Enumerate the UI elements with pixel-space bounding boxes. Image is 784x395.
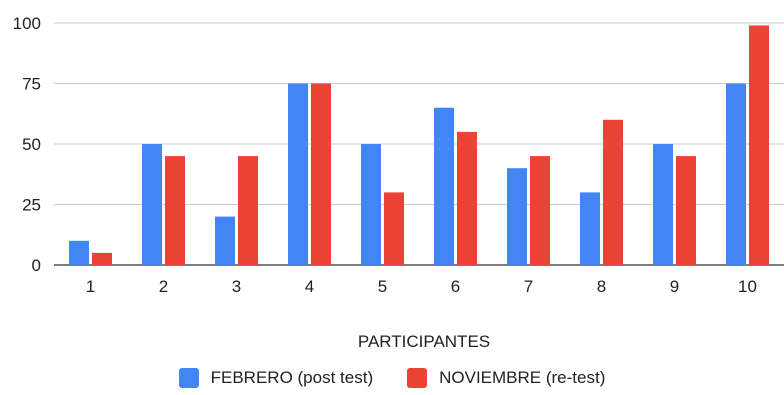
bar-noviembre bbox=[530, 156, 550, 265]
bar-febrero bbox=[653, 144, 673, 265]
x-tick-label: 5 bbox=[378, 277, 387, 296]
x-tick-label: 10 bbox=[738, 277, 757, 296]
x-tick-label: 8 bbox=[597, 277, 606, 296]
bar-noviembre bbox=[603, 119, 623, 265]
bar-febrero bbox=[580, 192, 600, 265]
legend-item-febrero: FEBRERO (post test) bbox=[178, 368, 374, 388]
bar-febrero bbox=[288, 83, 308, 265]
y-axis-ticks: 0 25 50 75 100 bbox=[13, 14, 41, 275]
legend-label-febrero: FEBRERO (post test) bbox=[210, 368, 374, 387]
legend-swatch-febrero bbox=[178, 368, 199, 388]
x-axis-title: PARTICIPANTES bbox=[358, 332, 490, 351]
bar-noviembre bbox=[311, 83, 331, 265]
y-tick-label: 50 bbox=[22, 135, 41, 154]
x-tick-label: 2 bbox=[159, 277, 168, 296]
legend-label-noviembre: NOVIEMBRE (re-test) bbox=[439, 368, 606, 387]
bar-febrero bbox=[434, 107, 454, 265]
x-tick-label: 9 bbox=[670, 277, 679, 296]
gridlines bbox=[54, 22, 784, 266]
bar-noviembre bbox=[92, 252, 112, 265]
y-tick-label: 25 bbox=[22, 196, 41, 215]
legend-item-noviembre: NOVIEMBRE (re-test) bbox=[407, 368, 605, 388]
x-tick-label: 4 bbox=[305, 277, 314, 296]
x-axis-ticks: 1 2 3 4 5 6 7 8 9 10 bbox=[86, 277, 757, 296]
y-tick-label: 75 bbox=[22, 75, 41, 94]
bar-febrero bbox=[507, 168, 527, 265]
y-tick-label: 100 bbox=[13, 14, 41, 33]
bar-noviembre bbox=[165, 156, 185, 265]
x-tick-label: 1 bbox=[86, 277, 95, 296]
bar-febrero bbox=[142, 144, 162, 265]
bar-noviembre bbox=[457, 131, 477, 265]
x-tick-label: 6 bbox=[451, 277, 460, 296]
bar-febrero bbox=[69, 240, 89, 265]
bars bbox=[69, 25, 769, 266]
bar-noviembre bbox=[238, 156, 258, 265]
x-tick-label: 7 bbox=[524, 277, 533, 296]
y-tick-label: 0 bbox=[32, 256, 41, 275]
bar-febrero bbox=[726, 83, 746, 265]
x-tick-label: 3 bbox=[232, 277, 241, 296]
bar-noviembre bbox=[676, 156, 696, 265]
bar-febrero bbox=[361, 144, 381, 265]
bar-noviembre bbox=[384, 192, 404, 265]
bar-noviembre bbox=[749, 25, 769, 266]
legend: FEBRERO (post test) NOVIEMBRE (re-test) bbox=[0, 366, 784, 390]
bar-febrero bbox=[215, 216, 235, 265]
legend-swatch-noviembre bbox=[407, 368, 428, 388]
